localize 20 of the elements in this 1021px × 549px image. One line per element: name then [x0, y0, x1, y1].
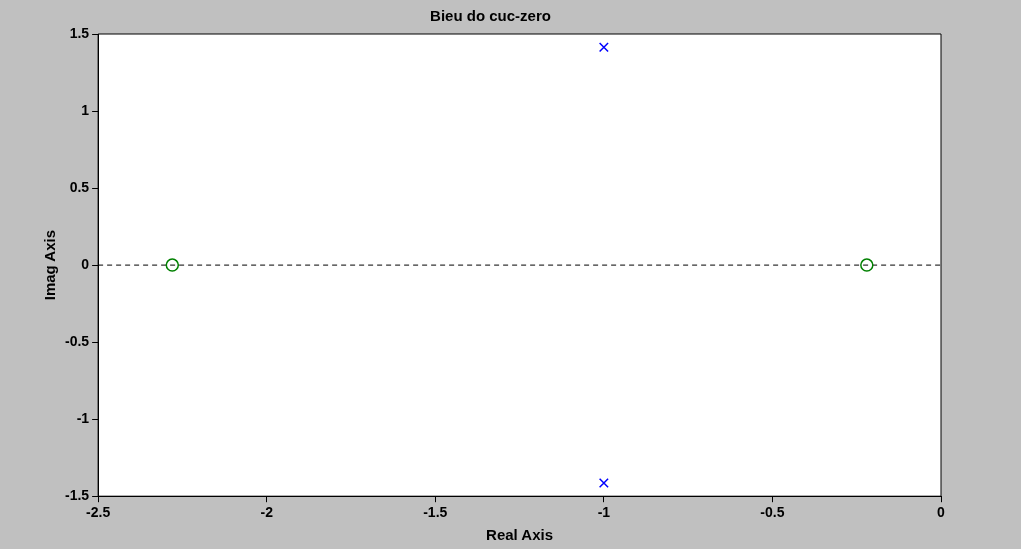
y-tick-label: -0.5 — [65, 332, 90, 349]
chart-title: Bieu do cuc-zero — [430, 7, 551, 25]
point — [598, 477, 609, 488]
x-tick-label: -1.5 — [423, 504, 448, 521]
x-tick-label: 0 — [937, 504, 946, 521]
x-tick-label: -0.5 — [760, 504, 785, 521]
y-tick-label: -1.5 — [65, 487, 90, 504]
x-axis-title: Real Axis — [486, 526, 554, 544]
y-tick-label: 1.5 — [69, 24, 90, 41]
point — [598, 42, 609, 53]
point — [165, 258, 180, 272]
x-tick-label: -1 — [597, 504, 611, 521]
y-tick-label: -1 — [76, 410, 90, 427]
y-axis-title: Imag Axis — [41, 229, 59, 301]
y-tick-label: 0.5 — [69, 178, 90, 195]
y-tick-label: 1 — [81, 101, 90, 118]
point — [860, 258, 874, 272]
x-tick-label: -2 — [260, 504, 274, 521]
x-tick-label: -2.5 — [86, 504, 111, 521]
y-tick-label: 0 — [81, 255, 90, 272]
